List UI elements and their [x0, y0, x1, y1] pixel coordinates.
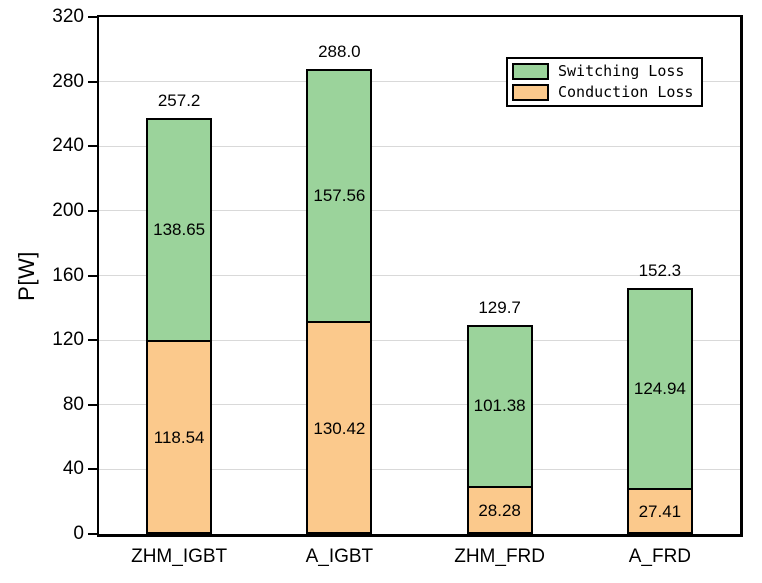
legend-label: Conduction Loss — [558, 83, 694, 101]
bar-total-label: 288.0 — [318, 41, 361, 61]
y-tick-label: 240 — [52, 135, 84, 157]
y-tick-label: 200 — [52, 199, 84, 221]
bar-segment-conduction — [466, 488, 533, 534]
gridline — [99, 210, 740, 212]
y-tick-mark — [88, 339, 97, 342]
legend-label: Switching Loss — [558, 62, 685, 80]
y-tick-label: 0 — [73, 523, 84, 544]
legend-swatch — [512, 84, 549, 101]
legend-row: Conduction Loss — [512, 83, 693, 102]
segment-value-label: 101.38 — [473, 396, 526, 416]
y-tick-mark — [88, 145, 97, 148]
legend-swatch — [512, 63, 549, 80]
segment-value-label: 118.54 — [153, 428, 205, 448]
segment-value-label: 28.28 — [478, 501, 521, 521]
y-tick-label: 160 — [52, 264, 84, 286]
gridline — [99, 468, 740, 470]
y-tick-mark — [88, 209, 97, 212]
x-tick-label: ZHM_FRD — [454, 546, 546, 567]
y-tick-label: 320 — [52, 6, 84, 27]
bar-segment-switching — [466, 324, 533, 489]
y-tick-mark — [88, 468, 97, 471]
y-tick-label: 80 — [62, 393, 84, 415]
bar-segment-conduction — [146, 342, 213, 534]
gridline — [99, 275, 740, 276]
bar-segment-switching — [306, 68, 373, 324]
segment-value-label: 138.65 — [153, 220, 206, 240]
x-tick-label: A_FRD — [628, 546, 692, 567]
x-tick-label: ZHM_IGBT — [131, 546, 228, 567]
gridline — [99, 81, 740, 83]
legend: Switching Loss Conduction Loss — [506, 57, 704, 107]
gridline — [99, 145, 740, 147]
segment-value-label: 157.56 — [313, 186, 366, 205]
segment-value-label: 130.42 — [313, 418, 366, 438]
y-tick-mark — [88, 274, 97, 277]
bar-total-label: 257.2 — [157, 91, 201, 111]
y-tick-mark — [88, 80, 97, 83]
y-tick-mark — [88, 403, 97, 406]
bar-total-label: 152.3 — [638, 260, 682, 280]
bar-segment-switching — [146, 118, 213, 343]
bar-segment-switching — [626, 287, 693, 490]
y-tick-mark — [88, 533, 97, 535]
x-tick-label: A_IGBT — [305, 546, 374, 567]
y-tick-label: 280 — [52, 70, 84, 92]
y-tick-label: 120 — [52, 329, 84, 351]
segment-value-label: 27.41 — [638, 501, 682, 521]
gridline — [99, 404, 740, 406]
bar-segment-conduction — [626, 489, 693, 534]
y-tick-mark — [88, 16, 97, 18]
bar-segment-conduction — [306, 323, 373, 534]
segment-value-label: 124.94 — [633, 378, 686, 398]
bar-total-label: 129.7 — [478, 297, 521, 317]
y-tick-label: 40 — [62, 458, 84, 480]
legend-row: Switching Loss — [512, 62, 693, 81]
gridline — [99, 339, 740, 341]
